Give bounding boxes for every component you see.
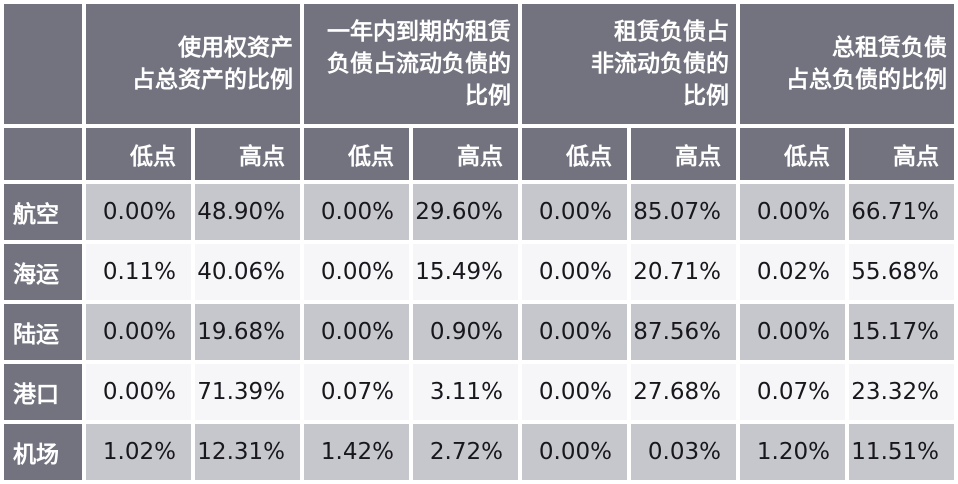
cell-value: 15.49% [413, 244, 518, 300]
table-row-ports: 港口 0.00% 71.39% 0.07% 3.11% 0.00% 27.68%… [4, 364, 954, 420]
cell-value: 0.00% [304, 244, 409, 300]
column-group-header-row: 使用权资产 占总资产的比例 一年内到期的租赁 负债占流动负债的 比例 租赁负债占… [4, 4, 954, 124]
cell-value: 20.71% [631, 244, 736, 300]
cell-value: 0.00% [522, 424, 627, 480]
col-group-rou-assets-to-total-assets: 使用权资产 占总资产的比例 [86, 4, 300, 124]
cell-value: 0.03% [631, 424, 736, 480]
cell-value: 66.71% [849, 184, 954, 240]
row-label: 海运 [4, 244, 82, 300]
cell-value: 0.00% [522, 364, 627, 420]
row-label: 陆运 [4, 304, 82, 360]
col-group-total-lease-liab-to-total-liab: 总租赁负债 占总负债的比例 [740, 4, 954, 124]
cell-value: 0.00% [740, 184, 845, 240]
cell-value: 0.00% [522, 304, 627, 360]
row-label: 航空 [4, 184, 82, 240]
subheader-low: 低点 [740, 128, 845, 180]
cell-value: 0.07% [740, 364, 845, 420]
cell-value: 27.68% [631, 364, 736, 420]
cell-value: 85.07% [631, 184, 736, 240]
cell-value: 1.42% [304, 424, 409, 480]
cell-value: 0.00% [522, 244, 627, 300]
row-label: 机场 [4, 424, 82, 480]
subheader-low: 低点 [86, 128, 191, 180]
cell-value: 2.72% [413, 424, 518, 480]
cell-value: 0.00% [304, 304, 409, 360]
table-row-aviation: 航空 0.00% 48.90% 0.00% 29.60% 0.00% 85.07… [4, 184, 954, 240]
cell-value: 0.07% [304, 364, 409, 420]
cell-value: 3.11% [413, 364, 518, 420]
col-group-lease-liab-to-noncurrent-liab: 租赁负债占 非流动负债的 比例 [522, 4, 736, 124]
cell-value: 1.20% [740, 424, 845, 480]
cell-value: 0.00% [86, 364, 191, 420]
table-row-land-transport: 陆运 0.00% 19.68% 0.00% 0.90% 0.00% 87.56%… [4, 304, 954, 360]
cell-value: 0.00% [522, 184, 627, 240]
cell-value: 0.00% [86, 304, 191, 360]
cell-value: 0.02% [740, 244, 845, 300]
cell-value: 71.39% [195, 364, 300, 420]
subheader-high: 高点 [849, 128, 954, 180]
cell-value: 19.68% [195, 304, 300, 360]
subheader-high: 高点 [631, 128, 736, 180]
col-group-current-lease-liab-to-current-liab: 一年内到期的租赁 负债占流动负债的 比例 [304, 4, 518, 124]
row-label: 港口 [4, 364, 82, 420]
cell-value: 48.90% [195, 184, 300, 240]
table-row-shipping: 海运 0.11% 40.06% 0.00% 15.49% 0.00% 20.71… [4, 244, 954, 300]
cell-value: 0.00% [86, 184, 191, 240]
cell-value: 29.60% [413, 184, 518, 240]
subheader-row: 低点 高点 低点 高点 低点 高点 低点 高点 [4, 128, 954, 180]
cell-value: 0.11% [86, 244, 191, 300]
cell-value: 23.32% [849, 364, 954, 420]
cell-value: 11.51% [849, 424, 954, 480]
cell-value: 0.00% [304, 184, 409, 240]
cell-value: 0.90% [413, 304, 518, 360]
corner-cell-top [4, 4, 82, 124]
cell-value: 1.02% [86, 424, 191, 480]
subheader-low: 低点 [522, 128, 627, 180]
subheader-low: 低点 [304, 128, 409, 180]
table-row-airports: 机场 1.02% 12.31% 1.42% 2.72% 0.00% 0.03% … [4, 424, 954, 480]
corner-cell-sub [4, 128, 82, 180]
cell-value: 87.56% [631, 304, 736, 360]
cell-value: 55.68% [849, 244, 954, 300]
subheader-high: 高点 [413, 128, 518, 180]
cell-value: 0.00% [740, 304, 845, 360]
cell-value: 12.31% [195, 424, 300, 480]
cell-value: 15.17% [849, 304, 954, 360]
cell-value: 40.06% [195, 244, 300, 300]
subheader-high: 高点 [195, 128, 300, 180]
